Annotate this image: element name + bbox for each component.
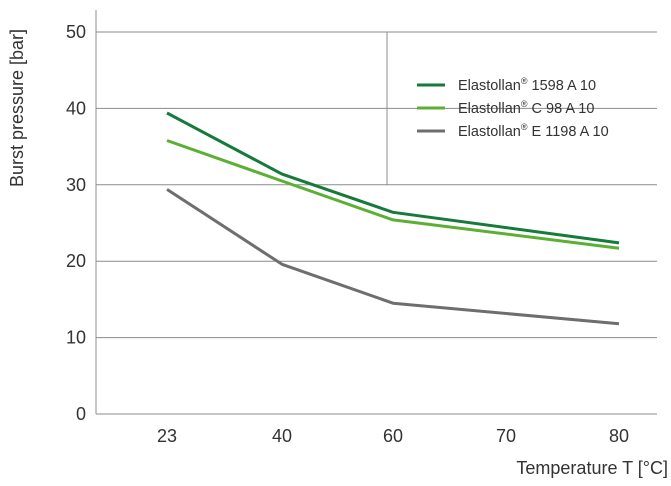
- series-line-3: [166, 188, 620, 326]
- x-axis-title: Temperature T [°C]: [516, 458, 668, 478]
- series-lines: [166, 111, 620, 326]
- axes: [95, 10, 657, 415]
- x-tick-labels: 23 40 60 70 80: [157, 426, 629, 446]
- y-tick-label: 10: [66, 328, 86, 348]
- x-tick-label: 70: [496, 426, 516, 446]
- grid: [96, 31, 657, 339]
- y-tick-label: 50: [66, 22, 86, 42]
- y-tick-label: 20: [66, 251, 86, 271]
- x-tick-label: 23: [157, 426, 177, 446]
- series-line-2: [166, 139, 620, 250]
- x-tick-label: 60: [383, 426, 403, 446]
- y-tick-labels: 0 10 20 30 40 50: [66, 22, 86, 424]
- y-tick-label: 40: [66, 98, 86, 118]
- x-tick-label: 40: [272, 426, 292, 446]
- legend-label-2: Elastollan® C 98 A 10: [458, 99, 594, 117]
- legend: Elastollan® 1598 A 10 Elastollan® C 98 A …: [417, 76, 609, 140]
- legend-label-1: Elastollan® 1598 A 10: [458, 76, 596, 94]
- y-axis-title: Burst pressure [bar]: [7, 29, 27, 187]
- legend-label-3: Elastollan® E 1198 A 10: [458, 122, 609, 140]
- series-line-1: [166, 111, 620, 245]
- x-tick-label: 80: [609, 426, 629, 446]
- y-tick-label: 0: [76, 404, 86, 424]
- y-tick-label: 30: [66, 175, 86, 195]
